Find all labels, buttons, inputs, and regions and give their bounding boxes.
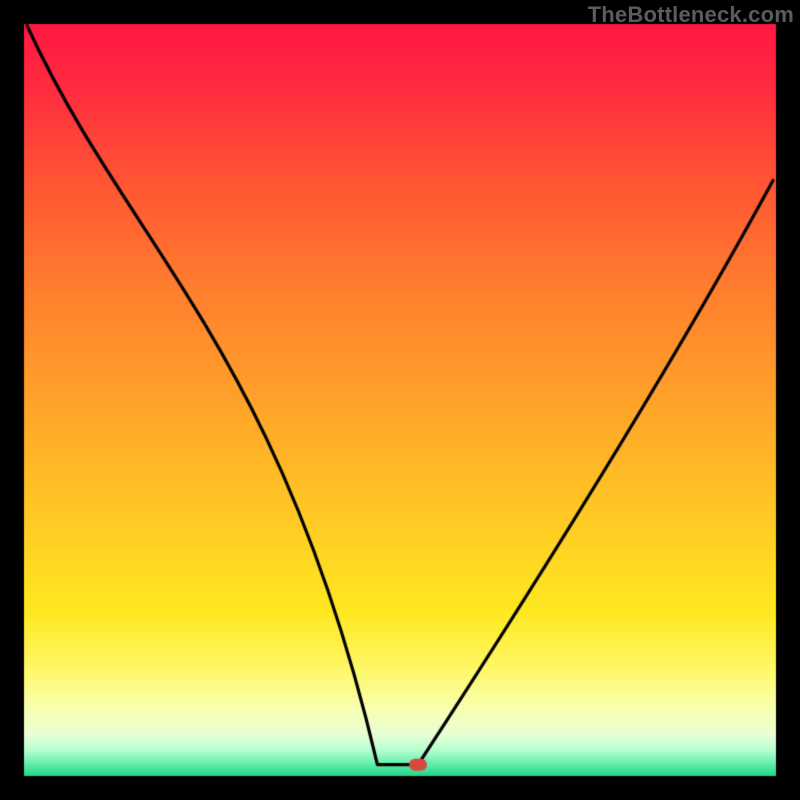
bottleneck-chart-canvas [0, 0, 800, 800]
chart-stage: TheBottleneck.com [0, 0, 800, 800]
